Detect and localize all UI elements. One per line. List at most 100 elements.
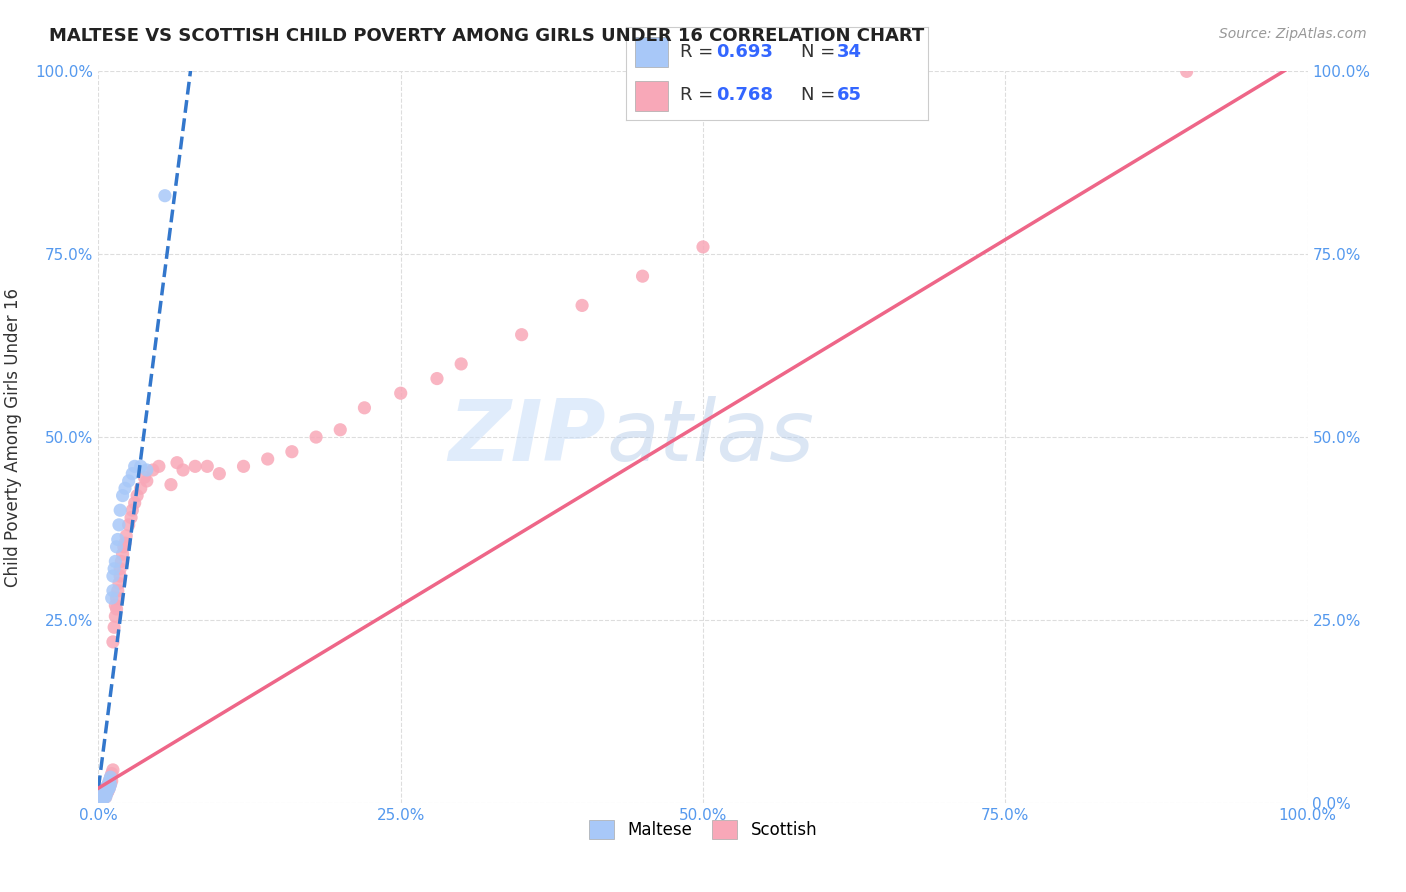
Point [184, 459, 207, 474]
Point [153, 188, 176, 202]
Point [127, 489, 149, 503]
Text: 65: 65 [838, 87, 862, 104]
Point [98, 773, 121, 788]
Point [98, 773, 121, 788]
Point [114, 536, 136, 550]
FancyBboxPatch shape [634, 37, 668, 67]
Legend: Maltese, Scottish: Maltese, Scottish [582, 814, 824, 846]
Point [91, 789, 114, 804]
Point [97, 784, 120, 798]
Point [135, 463, 157, 477]
Text: N =: N = [801, 87, 841, 104]
Point [97, 782, 120, 797]
Point [100, 766, 122, 780]
Point [100, 778, 122, 792]
Point [208, 467, 231, 481]
Point [121, 467, 143, 481]
Point [142, 463, 165, 477]
Text: Source: ZipAtlas.com: Source: ZipAtlas.com [1219, 27, 1367, 41]
Point [107, 533, 129, 547]
Point [135, 474, 157, 488]
Point [105, 602, 128, 616]
Point [510, 327, 533, 342]
Point [160, 477, 183, 491]
Y-axis label: Child Poverty Among Girls Under 16: Child Poverty Among Girls Under 16 [4, 287, 21, 587]
Point [124, 459, 146, 474]
Point [98, 781, 121, 796]
Point [91, 791, 114, 805]
FancyBboxPatch shape [634, 81, 668, 111]
Point [96, 786, 118, 800]
Point [118, 517, 141, 532]
Point [120, 510, 142, 524]
Point [96, 786, 118, 800]
Point [118, 474, 141, 488]
Text: 34: 34 [838, 43, 862, 61]
Point [305, 430, 328, 444]
Point [97, 778, 120, 792]
Point [100, 770, 122, 784]
Point [108, 517, 131, 532]
Point [281, 444, 304, 458]
Text: atlas: atlas [606, 395, 814, 479]
Point [108, 576, 131, 591]
Point [93, 785, 115, 799]
Point [115, 529, 138, 543]
Point [90, 792, 112, 806]
Point [93, 789, 115, 803]
Point [100, 770, 122, 784]
Point [100, 591, 122, 605]
Point [91, 787, 114, 801]
Point [97, 778, 120, 792]
Point [104, 609, 127, 624]
Text: 0.768: 0.768 [716, 87, 773, 104]
Point [389, 386, 412, 401]
Point [256, 452, 278, 467]
Text: ZIP: ZIP [449, 395, 606, 479]
Point [100, 778, 122, 792]
Point [111, 547, 134, 561]
Point [108, 562, 131, 576]
Point [692, 240, 714, 254]
Point [148, 459, 170, 474]
Point [353, 401, 375, 415]
Point [101, 635, 124, 649]
Point [108, 503, 131, 517]
Point [93, 785, 115, 799]
Point [96, 782, 118, 797]
Text: N =: N = [801, 43, 841, 61]
Point [172, 463, 194, 477]
Text: R =: R = [681, 87, 718, 104]
Point [105, 540, 128, 554]
Text: MALTESE VS SCOTTISH CHILD POVERTY AMONG GIRLS UNDER 16 CORRELATION CHART: MALTESE VS SCOTTISH CHILD POVERTY AMONG … [49, 27, 925, 45]
Point [166, 456, 188, 470]
Point [108, 569, 131, 583]
Point [114, 481, 136, 495]
Point [94, 789, 117, 804]
Text: R =: R = [681, 43, 718, 61]
Point [91, 789, 114, 804]
Point [107, 583, 129, 598]
Point [104, 554, 127, 568]
Point [93, 789, 115, 803]
Point [110, 554, 132, 568]
Point [232, 459, 254, 474]
Point [129, 481, 152, 495]
Point [631, 269, 654, 284]
Point [195, 459, 218, 474]
Point [571, 298, 593, 312]
Text: 0.693: 0.693 [716, 43, 773, 61]
Point [90, 794, 112, 808]
Point [1175, 64, 1198, 78]
Point [104, 599, 127, 613]
Point [94, 789, 117, 804]
Point [121, 503, 143, 517]
Point [91, 787, 114, 801]
Point [91, 792, 114, 806]
Point [103, 562, 125, 576]
Point [94, 781, 117, 796]
Point [101, 569, 124, 583]
Point [112, 540, 135, 554]
Point [100, 773, 122, 788]
Point [91, 791, 114, 805]
